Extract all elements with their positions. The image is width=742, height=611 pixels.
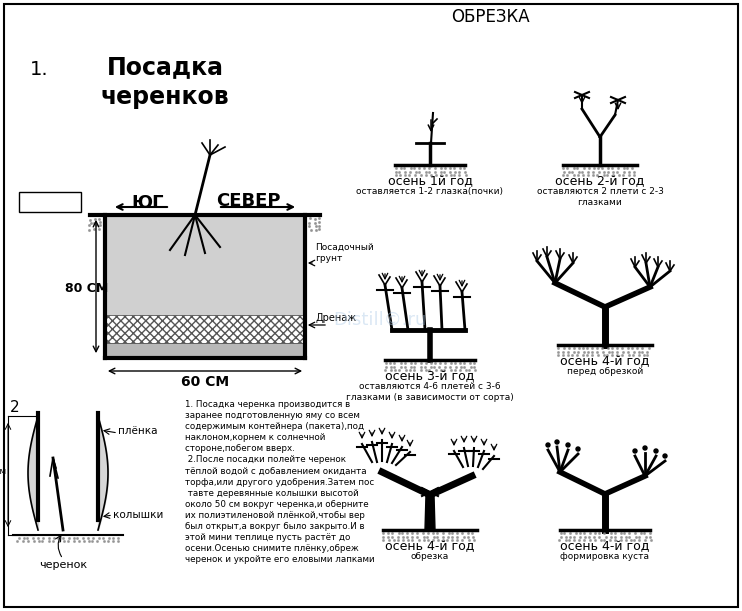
Text: Distill©.ru: Distill©.ru <box>333 311 427 329</box>
Text: осень 4-й год: осень 4-й год <box>385 540 475 553</box>
Text: 1. Посадка черенка производится в
заранее подготовленную яму со всем
содержимым : 1. Посадка черенка производится в заране… <box>185 400 375 565</box>
FancyBboxPatch shape <box>19 192 81 212</box>
Text: осень 4-й год: осень 4-й год <box>560 355 650 368</box>
Text: осень 2-й год: осень 2-й год <box>555 175 645 188</box>
Text: i0см: i0см <box>0 467 6 475</box>
Text: оставляется 1-2 глазка(почки): оставляется 1-2 глазка(почки) <box>356 187 504 196</box>
Text: осень 3-й год: осень 3-й год <box>385 370 475 383</box>
Text: оставляются 2 плети с 2-3
глазками: оставляются 2 плети с 2-3 глазками <box>536 187 663 207</box>
Text: формировка куста: формировка куста <box>560 552 649 561</box>
Text: обрезка: обрезка <box>411 552 449 561</box>
Bar <box>105 315 305 343</box>
Circle shape <box>555 440 559 444</box>
Text: 60 СМ: 60 СМ <box>181 375 229 389</box>
Circle shape <box>643 446 647 450</box>
Text: Дренаж: Дренаж <box>315 313 356 323</box>
Text: осень 4-й год: осень 4-й год <box>560 540 650 553</box>
Text: осень 1й год: осень 1й год <box>387 175 473 188</box>
Bar <box>105 343 305 358</box>
Text: Посадочный
грунт: Посадочный грунт <box>315 243 374 263</box>
Circle shape <box>566 443 570 447</box>
Text: черенок: черенок <box>39 560 87 570</box>
Text: Посадка: Посадка <box>25 194 75 204</box>
Text: Посадка
черенков: Посадка черенков <box>101 55 229 109</box>
Circle shape <box>546 443 550 447</box>
Polygon shape <box>425 495 435 530</box>
Text: колышки: колышки <box>113 510 163 520</box>
Circle shape <box>633 449 637 453</box>
Text: 80 СМ: 80 СМ <box>65 282 108 295</box>
Text: ЮГ: ЮГ <box>132 194 164 212</box>
Text: 1.: 1. <box>30 60 49 79</box>
Text: СЕВЕР: СЕВЕР <box>216 192 280 210</box>
Text: оставляются 4-6 плетей с 3-6
глазками (в зависимости от сорта): оставляются 4-6 плетей с 3-6 глазками (в… <box>346 382 514 402</box>
Circle shape <box>576 447 580 451</box>
Text: плёнка: плёнка <box>118 426 157 436</box>
Text: перед обрезкой: перед обрезкой <box>567 367 643 376</box>
Circle shape <box>654 449 658 453</box>
Circle shape <box>663 454 667 458</box>
Bar <box>105 315 305 343</box>
Text: ОБРЕЗКА: ОБРЕЗКА <box>450 8 529 26</box>
Bar <box>105 215 305 315</box>
Text: 2: 2 <box>10 400 19 415</box>
